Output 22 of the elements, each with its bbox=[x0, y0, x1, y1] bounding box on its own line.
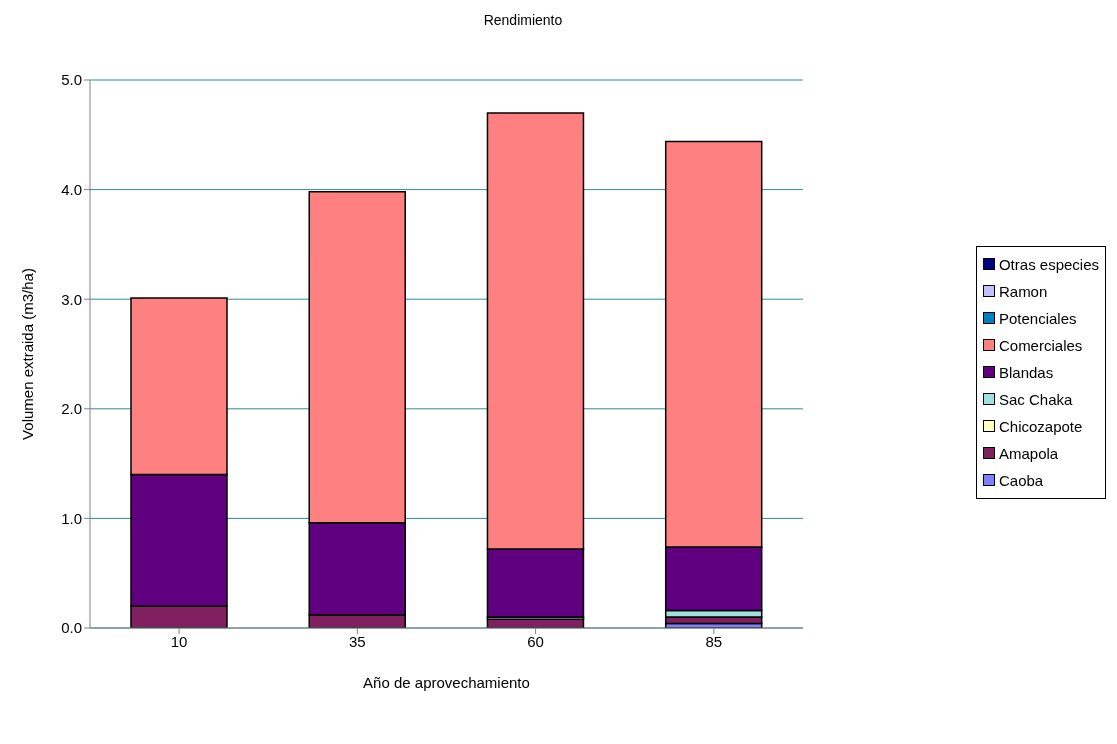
y-axis-title: Volumen extraida (m3/ha) bbox=[19, 268, 37, 440]
y-tick-label: 1.0 bbox=[61, 509, 82, 527]
legend-label: Caoba bbox=[998, 471, 1044, 489]
legend-label: Blandas bbox=[998, 363, 1054, 381]
legend-label: Comerciales bbox=[998, 336, 1083, 354]
legend-label: Potenciales bbox=[998, 309, 1077, 327]
legend-label: Ramon bbox=[998, 282, 1048, 300]
legend-label: Sac Chaka bbox=[998, 390, 1073, 408]
y-tick-label: 5.0 bbox=[61, 71, 82, 89]
legend-label: Otras especies bbox=[998, 255, 1099, 273]
y-tick-label: 2.0 bbox=[61, 400, 82, 418]
x-tick-label: 35 bbox=[349, 632, 366, 650]
legend-label: Chicozapote bbox=[998, 417, 1083, 435]
y-tick-label: 3.0 bbox=[61, 290, 82, 308]
x-tick-label: 60 bbox=[527, 632, 544, 650]
chart-title: Rendimiento bbox=[482, 12, 564, 28]
y-tick-label: 0.0 bbox=[61, 619, 82, 637]
x-axis-title: Año de aprovechamiento bbox=[363, 674, 530, 691]
y-tick-label: 4.0 bbox=[61, 180, 82, 198]
x-tick-label: 85 bbox=[705, 632, 723, 650]
legend-label: Amapola bbox=[998, 444, 1059, 462]
x-tick-label: 10 bbox=[170, 632, 188, 650]
